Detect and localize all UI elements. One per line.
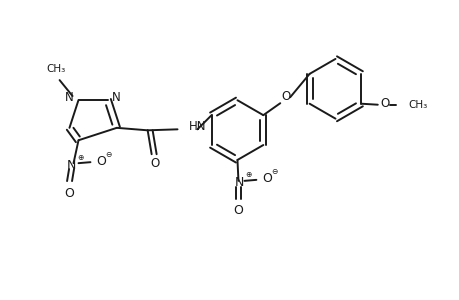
Text: O: O [64, 187, 74, 200]
Text: O: O [233, 204, 243, 217]
Text: CH₃: CH₃ [46, 64, 65, 74]
Text: O: O [96, 155, 106, 168]
Text: O: O [150, 157, 159, 170]
Text: ⊕: ⊕ [77, 153, 84, 162]
Text: CH₃: CH₃ [408, 100, 427, 110]
Text: ⊖: ⊖ [106, 150, 112, 159]
Text: N: N [234, 176, 244, 189]
Text: O: O [262, 172, 272, 185]
Text: N: N [112, 91, 121, 104]
Text: O: O [379, 97, 388, 110]
Text: O: O [281, 90, 290, 103]
Text: ⊕: ⊕ [245, 170, 251, 179]
Text: HN: HN [188, 120, 206, 133]
Text: N: N [67, 159, 76, 172]
Text: N: N [65, 91, 74, 104]
Text: ⊖: ⊖ [271, 167, 277, 176]
